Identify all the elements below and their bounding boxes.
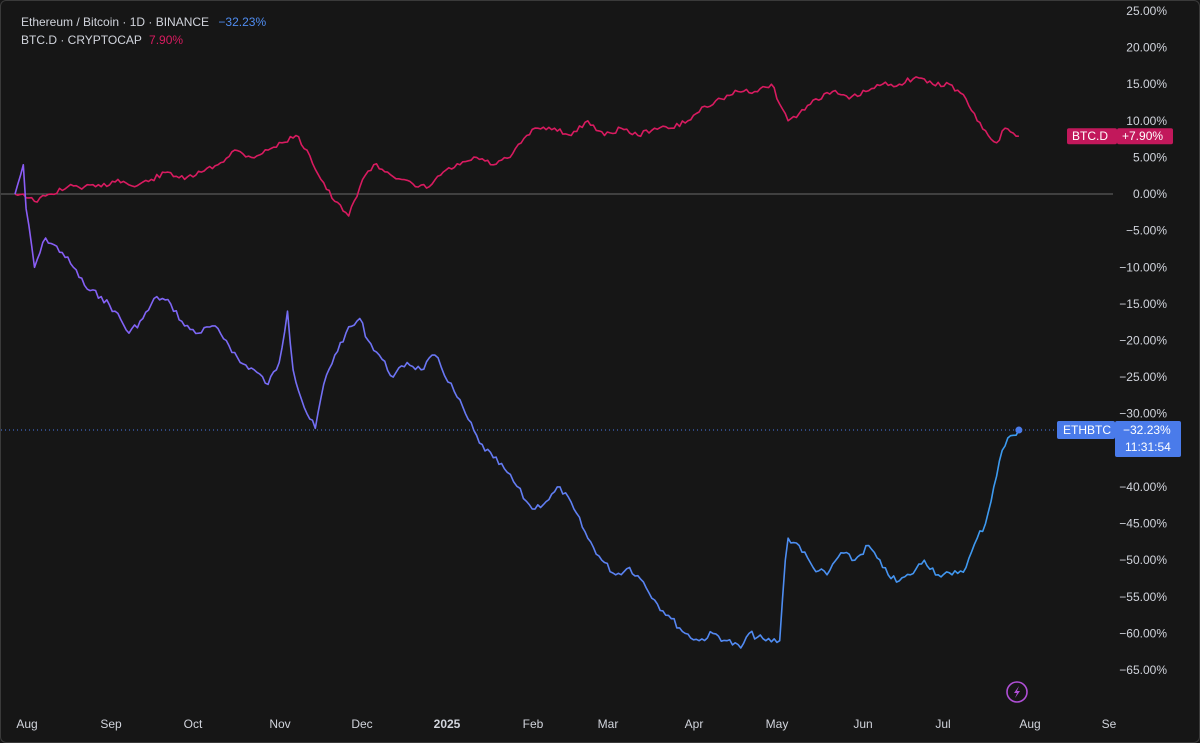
x-tick-label: Jul: [935, 717, 950, 731]
x-tick-label: Oct: [184, 717, 203, 731]
y-tick-label: −65.00%: [1119, 663, 1167, 677]
ethbtc-tag-value: −32.23%: [1123, 423, 1171, 437]
legend-row-ethbtc[interactable]: Ethereum / Bitcoin · 1D · BINANCE −32.23…: [21, 13, 266, 31]
ethbtc-price-tag: ETHBTC −32.23% 11:31:54: [1057, 421, 1181, 458]
lightning-icon[interactable]: [1006, 681, 1028, 703]
btcd-tag-symbol: BTC.D: [1072, 129, 1108, 143]
legend-ethbtc-label: Ethereum / Bitcoin · 1D · BINANCE: [21, 15, 210, 29]
y-tick-label: −5.00%: [1126, 224, 1167, 238]
y-tick-label: 0.00%: [1133, 187, 1167, 201]
y-tick-label: −50.00%: [1119, 553, 1167, 567]
y-axis: 25.00% 20.00% 15.00% 10.00% 5.00% 0.00% −5.00%…: [1119, 4, 1167, 677]
series-line-ethbtc: [14, 164, 1020, 649]
x-tick-label: Mar: [598, 717, 619, 731]
ethbtc-tag-symbol: ETHBTC: [1063, 423, 1111, 437]
legend-ethbtc-value: −32.23%: [218, 15, 267, 29]
chart-legend: Ethereum / Bitcoin · 1D · BINANCE −32.23…: [21, 13, 266, 49]
x-tick-label: Aug: [16, 717, 37, 731]
btcd-price-tag: BTC.D +7.90%: [1067, 128, 1173, 145]
y-tick-label: −20.00%: [1119, 334, 1167, 348]
ethbtc-tag-countdown: 11:31:54: [1125, 440, 1171, 454]
y-tick-label: −30.00%: [1119, 407, 1167, 421]
x-tick-label: 2025: [434, 717, 461, 731]
y-tick-label: −25.00%: [1119, 370, 1167, 384]
x-tick-label: Jun: [853, 717, 872, 731]
x-tick-label: Feb: [523, 717, 544, 731]
ethbtc-last-point: [1015, 426, 1023, 434]
x-tick-label: May: [766, 717, 789, 731]
y-tick-label: 15.00%: [1126, 77, 1167, 91]
y-tick-label: 20.00%: [1126, 41, 1167, 55]
y-tick-label: 25.00%: [1126, 4, 1167, 18]
y-tick-label: 10.00%: [1126, 114, 1167, 128]
y-tick-label: −60.00%: [1119, 626, 1167, 640]
series-line-btcd: [14, 76, 1019, 217]
y-tick-label: −55.00%: [1119, 590, 1167, 604]
y-tick-label: −40.00%: [1119, 480, 1167, 494]
x-tick-label: Nov: [269, 717, 290, 731]
y-tick-label: −45.00%: [1119, 517, 1167, 531]
x-axis: Aug Sep Oct Nov Dec 2025 Feb Mar Apr May Jun Jul Aug…: [16, 717, 1116, 731]
x-tick-label: Se: [1102, 717, 1117, 731]
y-tick-label: −15.00%: [1119, 297, 1167, 311]
x-tick-label: Aug: [1019, 717, 1040, 731]
x-tick-label: Apr: [685, 717, 704, 731]
x-tick-label: Dec: [351, 717, 372, 731]
y-tick-label: −10.00%: [1119, 260, 1167, 274]
legend-row-btcd[interactable]: BTC.D · CRYPTOCAP 7.90%: [21, 31, 266, 49]
legend-btcd-value: 7.90%: [149, 33, 184, 47]
legend-btcd-label: BTC.D · CRYPTOCAP: [21, 33, 142, 47]
btcd-tag-value: +7.90%: [1122, 129, 1163, 143]
y-tick-label: 5.00%: [1133, 150, 1167, 164]
x-tick-label: Sep: [100, 717, 122, 731]
